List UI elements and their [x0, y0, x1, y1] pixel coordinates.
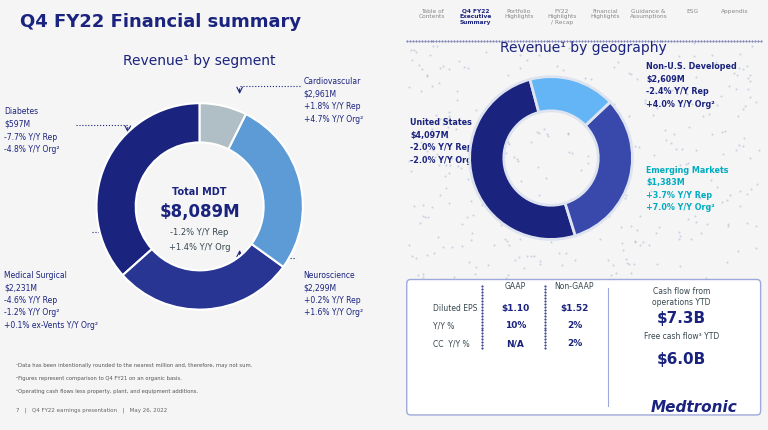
Wedge shape — [565, 102, 632, 236]
Text: ¹Data has been intentionally rounded to the nearest million and, therefore, may : ¹Data has been intentionally rounded to … — [16, 363, 253, 369]
Text: 10%: 10% — [505, 321, 526, 330]
Wedge shape — [470, 80, 575, 240]
Text: Non-GAAP: Non-GAAP — [554, 282, 594, 291]
Text: $8,089M: $8,089M — [160, 203, 240, 221]
Text: $1.10: $1.10 — [502, 304, 530, 313]
Text: 2%: 2% — [567, 321, 582, 330]
Text: ³Operating cash flows less property, plant, and equipment additions.: ³Operating cash flows less property, pla… — [16, 389, 198, 394]
Text: GAAP: GAAP — [505, 282, 526, 291]
Text: Y/Y %: Y/Y % — [432, 321, 454, 330]
Text: N/A: N/A — [507, 340, 525, 348]
Wedge shape — [228, 114, 303, 267]
Text: Revenue¹ by segment: Revenue¹ by segment — [124, 54, 276, 68]
Wedge shape — [97, 103, 200, 275]
Wedge shape — [123, 244, 283, 310]
Text: Financial
Highlights: Financial Highlights — [591, 9, 620, 19]
Text: Free cash flow³ YTD: Free cash flow³ YTD — [644, 332, 719, 341]
Text: $7.3B: $7.3B — [657, 311, 706, 326]
Text: ESG: ESG — [686, 9, 698, 14]
Text: Neuroscience
$2,299M
+0.2% Y/Y Rep
+1.6% Y/Y Org²: Neuroscience $2,299M +0.2% Y/Y Rep +1.6%… — [303, 271, 362, 317]
Text: Diabetes
$597M
-7.7% Y/Y Rep
-4.8% Y/Y Org²: Diabetes $597M -7.7% Y/Y Rep -4.8% Y/Y O… — [4, 108, 59, 154]
Text: Medtronic: Medtronic — [651, 400, 737, 415]
Text: Q4 FY22 Financial summary: Q4 FY22 Financial summary — [20, 13, 301, 31]
FancyBboxPatch shape — [407, 280, 760, 415]
Text: 2%: 2% — [567, 340, 582, 348]
Wedge shape — [530, 77, 610, 126]
Text: Medical Surgical
$2,231M
-4.6% Y/Y Rep
-1.2% Y/Y Org²
+0.1% ex-Vents Y/Y Org²: Medical Surgical $2,231M -4.6% Y/Y Rep -… — [4, 271, 98, 330]
Text: Emerging Markets
$1,383M
+3.7% Y/Y Rep
+7.0% Y/Y Org²: Emerging Markets $1,383M +3.7% Y/Y Rep +… — [647, 166, 729, 212]
Text: $6.0B: $6.0B — [657, 352, 706, 366]
Text: Table of
Contents: Table of Contents — [419, 9, 445, 19]
Text: Non-U.S. Developed
$2,609M
-2.4% Y/Y Rep
+4.0% Y/Y Org²: Non-U.S. Developed $2,609M -2.4% Y/Y Rep… — [647, 62, 737, 109]
Text: Cash flow from
operations YTD: Cash flow from operations YTD — [652, 287, 710, 307]
Wedge shape — [200, 103, 246, 149]
Text: Q4 FY22
Executive
Summary: Q4 FY22 Executive Summary — [459, 9, 492, 25]
Text: ²Figures represent comparison to Q4 FY21 on an organic basis.: ²Figures represent comparison to Q4 FY21… — [16, 376, 182, 381]
Text: FY22
Highlights
/ Recap: FY22 Highlights / Recap — [548, 9, 577, 25]
Text: -1.2% Y/Y Rep: -1.2% Y/Y Rep — [170, 228, 229, 236]
Text: Appendix: Appendix — [721, 9, 749, 14]
Text: United States
$4,097M
-2.0% Y/Y Rep
-2.0% Y/Y Org²: United States $4,097M -2.0% Y/Y Rep -2.0… — [410, 118, 476, 165]
Text: 7   |   Q4 FY22 earnings presentation   |   May 26, 2022: 7 | Q4 FY22 earnings presentation | May … — [16, 407, 167, 413]
Text: Diluted EPS: Diluted EPS — [432, 304, 477, 313]
Text: CC  Y/Y %: CC Y/Y % — [432, 340, 469, 348]
Text: Total MDT: Total MDT — [173, 187, 227, 197]
Text: Guidance &
Assumptions: Guidance & Assumptions — [630, 9, 667, 19]
Text: +1.4% Y/Y Org: +1.4% Y/Y Org — [169, 243, 230, 252]
Text: Revenue¹ by geography: Revenue¹ by geography — [500, 41, 667, 55]
Text: Portfolio
Highlights: Portfolio Highlights — [504, 9, 534, 19]
Text: Cardiovascular
$2,961M
+1.8% Y/Y Rep
+4.7% Y/Y Org²: Cardiovascular $2,961M +1.8% Y/Y Rep +4.… — [303, 77, 362, 124]
Text: $1.52: $1.52 — [561, 304, 588, 313]
